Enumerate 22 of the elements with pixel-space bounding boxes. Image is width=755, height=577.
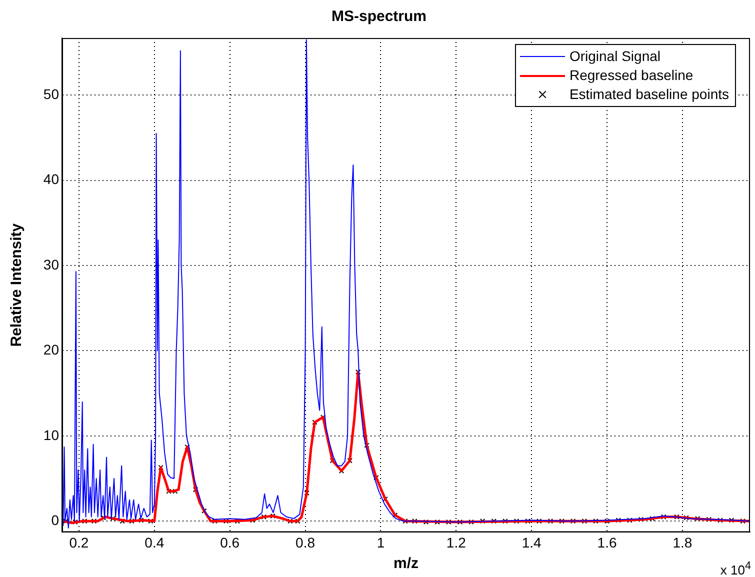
x-tick-label: 1.2 bbox=[446, 534, 466, 550]
x-tick-label: 0.2 bbox=[69, 534, 89, 550]
x-tick-label: 1.6 bbox=[597, 534, 617, 550]
y-tick-label: 10 bbox=[43, 426, 60, 443]
x-tick-label: 1.4 bbox=[522, 534, 542, 550]
legend-label: Original Signal bbox=[569, 47, 661, 66]
y-tick-label: 50 bbox=[43, 86, 60, 102]
y-tick-label: 40 bbox=[43, 171, 60, 188]
x-tick-label: 0.8 bbox=[296, 534, 316, 550]
y-axis-title: Relative Intensity bbox=[8, 222, 26, 347]
y-tick-label: 20 bbox=[43, 342, 60, 358]
y-tick-label: 30 bbox=[43, 256, 60, 272]
x-tick-label: 0.4 bbox=[144, 534, 164, 550]
legend-label: Regressed baseline bbox=[569, 66, 694, 85]
text: x 10$^{4}$ bbox=[720, 560, 751, 577]
x-tick-label: 1 bbox=[376, 534, 385, 550]
x-tick-label: 1.8 bbox=[672, 534, 692, 550]
chart-title: MS-spectrum bbox=[331, 8, 427, 26]
x-tick-label: 0.6 bbox=[220, 534, 240, 550]
legend-label: Estimated baseline points bbox=[569, 85, 729, 104]
x-axis-title: m/z bbox=[393, 555, 419, 572]
y-tick-label: 0 bbox=[51, 512, 60, 528]
